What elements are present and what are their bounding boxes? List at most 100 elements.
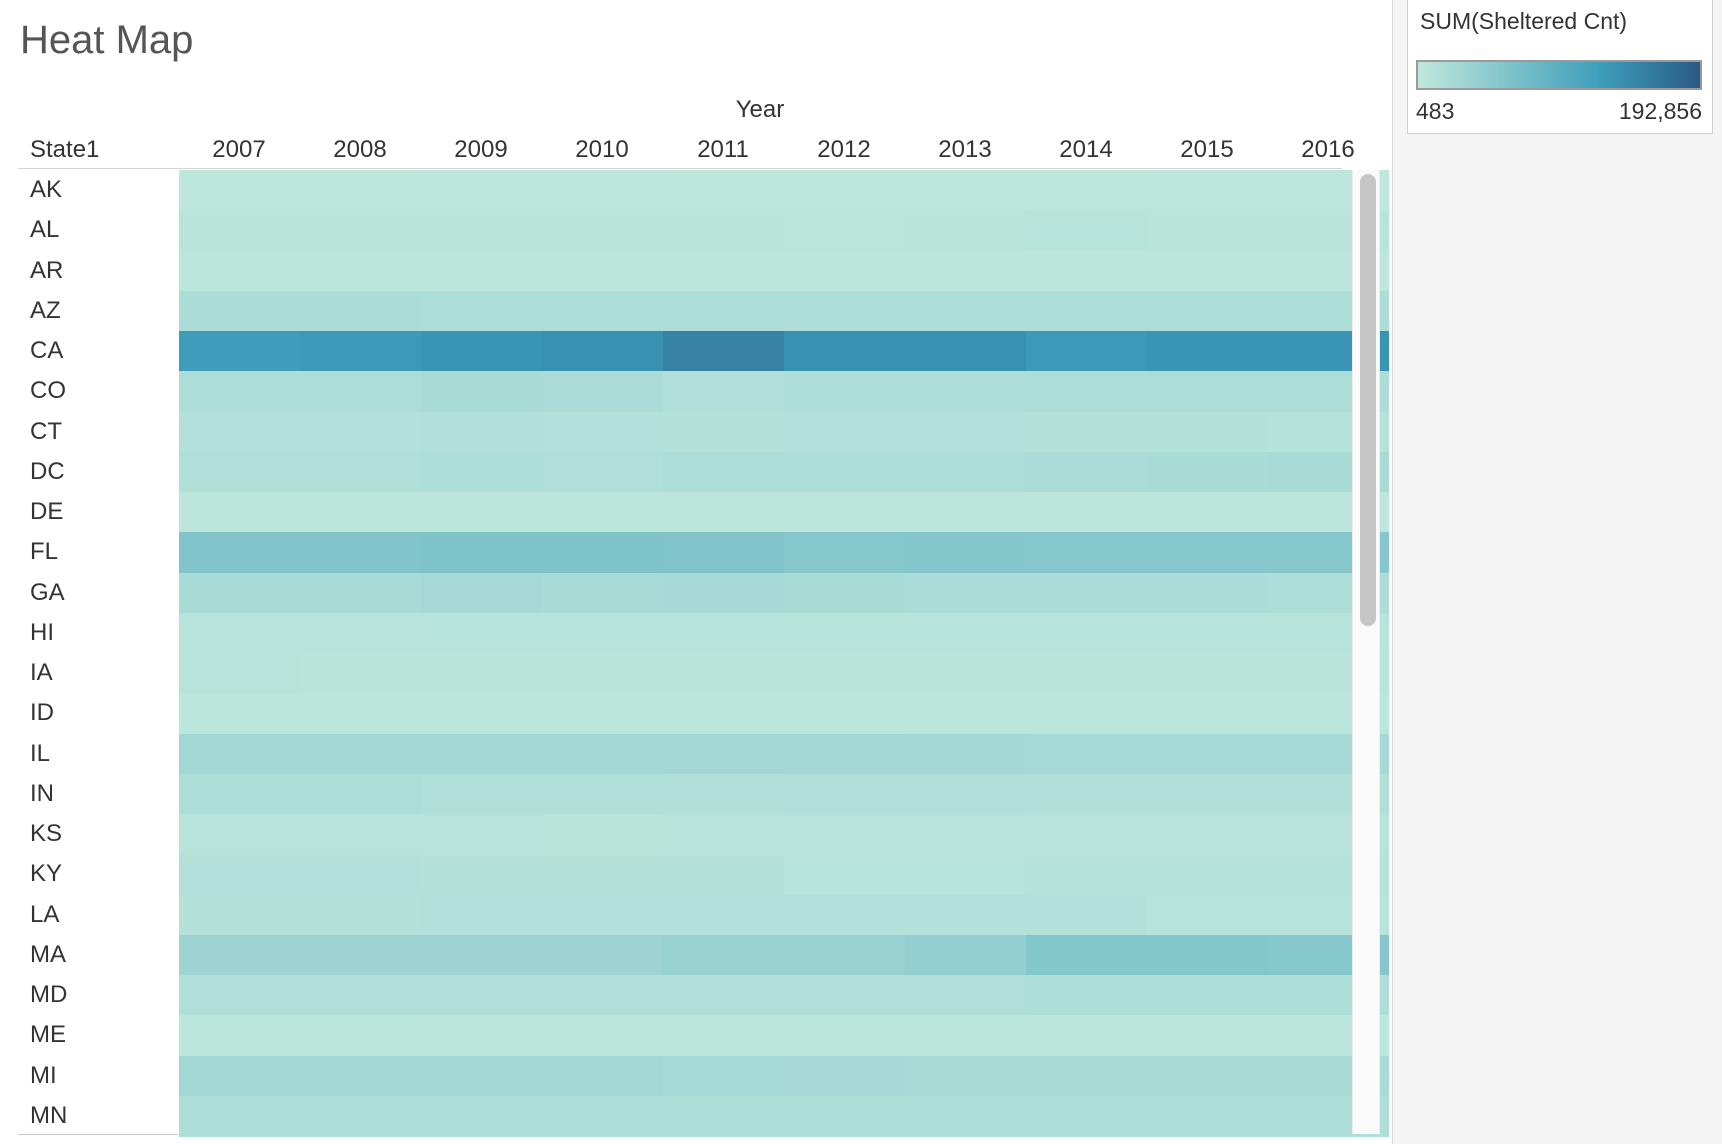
heatmap-cell[interactable]	[179, 1095, 300, 1137]
heatmap-cell[interactable]	[663, 814, 784, 855]
heatmap-cell[interactable]	[1026, 693, 1147, 734]
heatmap-cell[interactable]	[542, 411, 663, 453]
heatmap-cell[interactable]	[1147, 773, 1268, 815]
heatmap-cell[interactable]	[542, 170, 663, 211]
heatmap-cell[interactable]	[1026, 331, 1147, 372]
heatmap-cell[interactable]	[1147, 854, 1268, 895]
heatmap-cell[interactable]	[1026, 210, 1147, 251]
heatmap-cell[interactable]	[1026, 451, 1147, 493]
heatmap-cell[interactable]	[179, 371, 300, 412]
heatmap-cell[interactable]	[421, 612, 542, 654]
heatmap-cell[interactable]	[905, 854, 1026, 895]
heatmap-cell[interactable]	[300, 371, 421, 412]
heatmap-cell[interactable]	[784, 532, 905, 573]
heatmap-cell[interactable]	[1147, 532, 1268, 573]
heatmap-cell[interactable]	[542, 451, 663, 493]
heatmap-cell[interactable]	[542, 612, 663, 654]
heatmap-cell[interactable]	[905, 210, 1026, 251]
heatmap-cell[interactable]	[542, 572, 663, 614]
heatmap-cell[interactable]	[542, 653, 663, 694]
heatmap-cell[interactable]	[905, 451, 1026, 493]
heatmap-cell[interactable]	[905, 773, 1026, 815]
heatmap-cell[interactable]	[421, 854, 542, 895]
heatmap-cell[interactable]	[663, 854, 784, 895]
heatmap-cell[interactable]	[905, 1095, 1026, 1137]
heatmap-cell[interactable]	[784, 371, 905, 412]
heatmap-cell[interactable]	[663, 1095, 784, 1137]
heatmap-cell[interactable]	[179, 934, 300, 976]
heatmap-cell[interactable]	[784, 1095, 905, 1137]
heatmap-cell[interactable]	[663, 693, 784, 734]
heatmap-cell[interactable]	[421, 210, 542, 251]
heatmap-cell[interactable]	[1026, 854, 1147, 895]
heatmap-cell[interactable]	[179, 170, 300, 211]
heatmap-cell[interactable]	[179, 210, 300, 251]
heatmap-cell[interactable]	[542, 975, 663, 1016]
heatmap-cell[interactable]	[542, 1055, 663, 1097]
heatmap-cell[interactable]	[300, 612, 421, 654]
heatmap-cell[interactable]	[421, 653, 542, 694]
heatmap-cell[interactable]	[179, 814, 300, 855]
heatmap-cell[interactable]	[300, 210, 421, 251]
heatmap-cell[interactable]	[542, 532, 663, 573]
heatmap-cell[interactable]	[905, 814, 1026, 855]
heatmap-cell[interactable]	[542, 934, 663, 976]
heatmap-cell[interactable]	[905, 250, 1026, 292]
heatmap-cell[interactable]	[179, 653, 300, 694]
heatmap-cell[interactable]	[784, 411, 905, 453]
heatmap-cell[interactable]	[1147, 975, 1268, 1016]
heatmap-cell[interactable]	[784, 290, 905, 332]
heatmap-cell[interactable]	[905, 612, 1026, 654]
heatmap-cell[interactable]	[421, 1095, 542, 1137]
heatmap-cell[interactable]	[179, 894, 300, 936]
heatmap-cell[interactable]	[784, 250, 905, 292]
heatmap-cell[interactable]	[300, 532, 421, 573]
heatmap-cell[interactable]	[1147, 934, 1268, 976]
heatmap-cell[interactable]	[1147, 170, 1268, 211]
heatmap-cell[interactable]	[784, 693, 905, 734]
heatmap-cell[interactable]	[1026, 371, 1147, 412]
heatmap-cell[interactable]	[421, 170, 542, 211]
heatmap-cell[interactable]	[1026, 290, 1147, 332]
heatmap-cell[interactable]	[663, 210, 784, 251]
heatmap-cell[interactable]	[421, 451, 542, 493]
heatmap-cell[interactable]	[663, 170, 784, 211]
heatmap-cell[interactable]	[1026, 612, 1147, 654]
heatmap-cell[interactable]	[1147, 371, 1268, 412]
heatmap-cell[interactable]	[1026, 733, 1147, 775]
heatmap-cell[interactable]	[421, 371, 542, 412]
heatmap-cell[interactable]	[179, 693, 300, 734]
heatmap-cell[interactable]	[421, 572, 542, 614]
heatmap-cell[interactable]	[421, 492, 542, 533]
heatmap-cell[interactable]	[784, 653, 905, 694]
scrollbar-thumb[interactable]	[1360, 174, 1376, 626]
heatmap-cell[interactable]	[905, 532, 1026, 573]
heatmap-cell[interactable]	[905, 934, 1026, 976]
heatmap-cell[interactable]	[784, 331, 905, 372]
heatmap-cell[interactable]	[421, 733, 542, 775]
heatmap-cell[interactable]	[784, 1055, 905, 1097]
heatmap-cell[interactable]	[542, 693, 663, 734]
heatmap-cell[interactable]	[1026, 975, 1147, 1016]
heatmap-cell[interactable]	[421, 894, 542, 936]
heatmap-cell[interactable]	[784, 733, 905, 775]
heatmap-cell[interactable]	[179, 250, 300, 292]
heatmap-cell[interactable]	[542, 854, 663, 895]
heatmap-cell[interactable]	[542, 371, 663, 412]
heatmap-cell[interactable]	[179, 532, 300, 573]
heatmap-cell[interactable]	[421, 532, 542, 573]
heatmap-cell[interactable]	[179, 612, 300, 654]
heatmap-cell[interactable]	[1026, 894, 1147, 936]
heatmap-cell[interactable]	[300, 1095, 421, 1137]
heatmap-cell[interactable]	[542, 250, 663, 292]
heatmap-cell[interactable]	[784, 451, 905, 493]
heatmap-cell[interactable]	[905, 290, 1026, 332]
heatmap-cell[interactable]	[300, 492, 421, 533]
heatmap-cell[interactable]	[421, 693, 542, 734]
heatmap-cell[interactable]	[542, 894, 663, 936]
heatmap-cell[interactable]	[179, 854, 300, 895]
heatmap-cell[interactable]	[179, 733, 300, 775]
heatmap-cell[interactable]	[663, 331, 784, 372]
heatmap-cell[interactable]	[663, 975, 784, 1016]
heatmap-cell[interactable]	[179, 411, 300, 453]
